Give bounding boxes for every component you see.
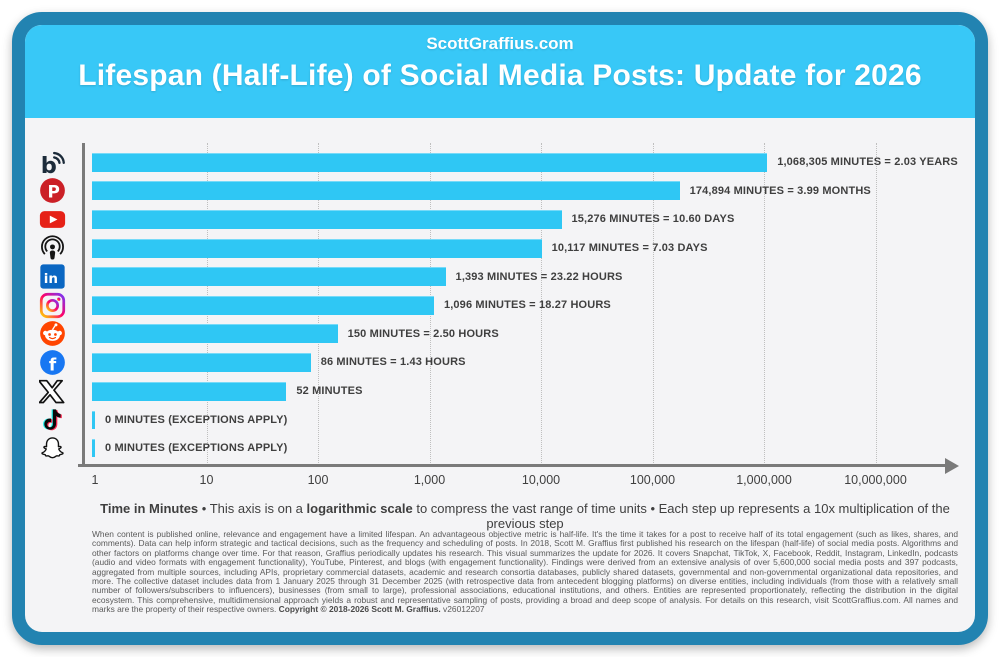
pinterest-icon: P — [38, 177, 66, 204]
infographic-card: ScottGraffius.com Lifespan (Half-Life) o… — [12, 12, 988, 645]
chart-row-podcasts: 10,117 MINUTES = 7.03 DAYS — [38, 234, 960, 263]
footnote-copyright: Copyright © 2018-2026 Scott M. Graffius. — [278, 604, 441, 615]
footnote-version: v26012207 — [440, 604, 485, 615]
footnote-body: When content is published online, releva… — [92, 529, 961, 615]
svg-text:in: in — [43, 271, 57, 287]
axis-caption-rest: to compress the vast range of time units… — [412, 501, 954, 531]
x-tick-label-10000: 10,000 — [521, 473, 561, 487]
bar-instagram — [92, 295, 434, 315]
bar-value-label-linkedin: 1,393 MINUTES = 23.22 HOURS — [455, 270, 623, 283]
bar-track-tiktok: 0 MINUTES (EXCEPTIONS APPLY) — [92, 410, 960, 429]
tiktok-icon — [38, 406, 66, 433]
bar-track-linkedin: 1,393 MINUTES = 23.22 HOURS — [92, 267, 960, 287]
chart-rows: b 1,068,305 MINUTES = 2.03 YEARS P 174,89… — [38, 148, 960, 463]
chart-row-youtube: 15,276 MINUTES = 10.60 DAYS — [38, 205, 960, 234]
x-axis-caption: Time in Minutes • This axis is on a loga… — [92, 501, 958, 531]
bar-value-label-podcasts: 10,117 MINUTES = 7.03 DAYS — [551, 242, 708, 255]
bar-track-snapchat: 0 MINUTES (EXCEPTIONS APPLY) — [92, 439, 960, 458]
chart-row-tiktok: 0 MINUTES (EXCEPTIONS APPLY) — [38, 405, 960, 434]
bar-value-label-tiktok: 0 MINUTES (EXCEPTIONS APPLY) — [105, 413, 288, 426]
bar-track-reddit: 150 MINUTES = 2.50 HOURS — [92, 324, 960, 344]
bar-value-label-youtube: 15,276 MINUTES = 10.60 DAYS — [571, 213, 735, 226]
x-tick-label-10000000: 10,000,000 — [844, 473, 907, 487]
bar-value-label-snapchat: 0 MINUTES (EXCEPTIONS APPLY) — [105, 442, 288, 455]
axis-caption-lead: Time in Minutes — [100, 501, 199, 516]
x-axis-line — [78, 464, 948, 467]
methodology-footnote: When content is published online, releva… — [92, 529, 961, 615]
bar-track-youtube: 15,276 MINUTES = 10.60 DAYS — [92, 209, 960, 229]
podcast-icon — [38, 235, 66, 262]
chart-row-linkedin: in 1,393 MINUTES = 23.22 HOURS — [38, 262, 960, 291]
x-tick-label-1: 1 — [91, 473, 99, 487]
bar-facebook — [92, 352, 311, 372]
x-icon — [38, 378, 66, 405]
bar-value-label-pinterest: 174,894 MINUTES = 3.99 MONTHS — [689, 184, 871, 197]
chart-row-reddit: 150 MINUTES = 2.50 HOURS — [38, 320, 960, 349]
axis-caption-mid: • This axis is on a — [198, 501, 307, 516]
bar-value-label-x: 52 MINUTES — [296, 385, 363, 398]
bar-track-instagram: 1,096 MINUTES = 18.27 HOURS — [92, 295, 960, 315]
instagram-icon — [38, 292, 66, 319]
blog-icon: b — [38, 149, 66, 176]
snapchat-icon — [38, 435, 66, 462]
bar-tiktok — [92, 410, 95, 429]
gridline-10000000 — [875, 143, 877, 463]
facebook-icon: f — [38, 349, 66, 376]
gridline-1000000 — [764, 143, 765, 463]
gridline-10000 — [541, 143, 542, 463]
bar-value-label-instagram: 1,096 MINUTES = 18.27 HOURS — [443, 299, 611, 312]
bar-track-x: 52 MINUTES — [92, 381, 960, 401]
bar-blog — [92, 152, 768, 172]
bar-track-pinterest: 174,894 MINUTES = 3.99 MONTHS — [92, 181, 960, 201]
header-banner: ScottGraffius.com Lifespan (Half-Life) o… — [25, 25, 975, 118]
bar-reddit — [92, 324, 338, 344]
chart-row-instagram: 1,096 MINUTES = 18.27 HOURS — [38, 291, 960, 320]
reddit-icon — [38, 320, 66, 347]
chart-row-blog: b 1,068,305 MINUTES = 2.03 YEARS — [38, 148, 960, 177]
bar-value-label-blog: 1,068,305 MINUTES = 2.03 YEARS — [777, 156, 958, 169]
linkedin-icon: in — [38, 263, 66, 290]
bar-x — [92, 381, 287, 401]
x-axis-arrowhead-icon — [945, 457, 959, 474]
x-tick-label-100000: 100,000 — [629, 473, 676, 487]
bar-pinterest — [92, 181, 680, 201]
bar-track-facebook: 86 MINUTES = 1.43 HOURS — [92, 352, 960, 372]
bar-youtube — [92, 209, 562, 229]
bar-podcasts — [92, 238, 542, 258]
page-title: Lifespan (Half-Life) of Social Media Pos… — [78, 59, 922, 92]
youtube-icon — [38, 206, 66, 233]
svg-text:P: P — [47, 182, 59, 202]
bar-value-label-facebook: 86 MINUTES = 1.43 HOURS — [320, 356, 466, 369]
bar-snapchat — [92, 439, 95, 458]
x-tick-label-1000: 1,000 — [413, 473, 446, 487]
site-name: ScottGraffius.com — [426, 34, 574, 53]
chart-row-pinterest: P 174,894 MINUTES = 3.99 MONTHS — [38, 177, 960, 206]
bar-value-label-reddit: 150 MINUTES = 2.50 HOURS — [347, 327, 499, 340]
x-tick-label-10: 10 — [199, 473, 214, 487]
bar-track-podcasts: 10,117 MINUTES = 7.03 DAYS — [92, 238, 960, 258]
svg-text:b: b — [40, 153, 56, 176]
chart-plot-area: b 1,068,305 MINUTES = 2.03 YEARS P 174,89… — [25, 25, 975, 632]
chart-row-x: 52 MINUTES — [38, 377, 960, 406]
bar-track-blog: 1,068,305 MINUTES = 2.03 YEARS — [92, 152, 960, 172]
x-tick-label-100: 100 — [307, 473, 329, 487]
axis-caption-scale: logarithmic scale — [306, 501, 413, 516]
svg-text:f: f — [48, 354, 56, 374]
chart-row-snapchat: 0 MINUTES (EXCEPTIONS APPLY) — [38, 434, 960, 463]
x-tick-label-1000000: 1,000,000 — [736, 473, 792, 487]
chart-row-facebook: f 86 MINUTES = 1.43 HOURS — [38, 348, 960, 377]
gridline-100000 — [652, 143, 654, 463]
y-axis-spine — [82, 143, 85, 465]
bar-linkedin — [92, 267, 446, 287]
